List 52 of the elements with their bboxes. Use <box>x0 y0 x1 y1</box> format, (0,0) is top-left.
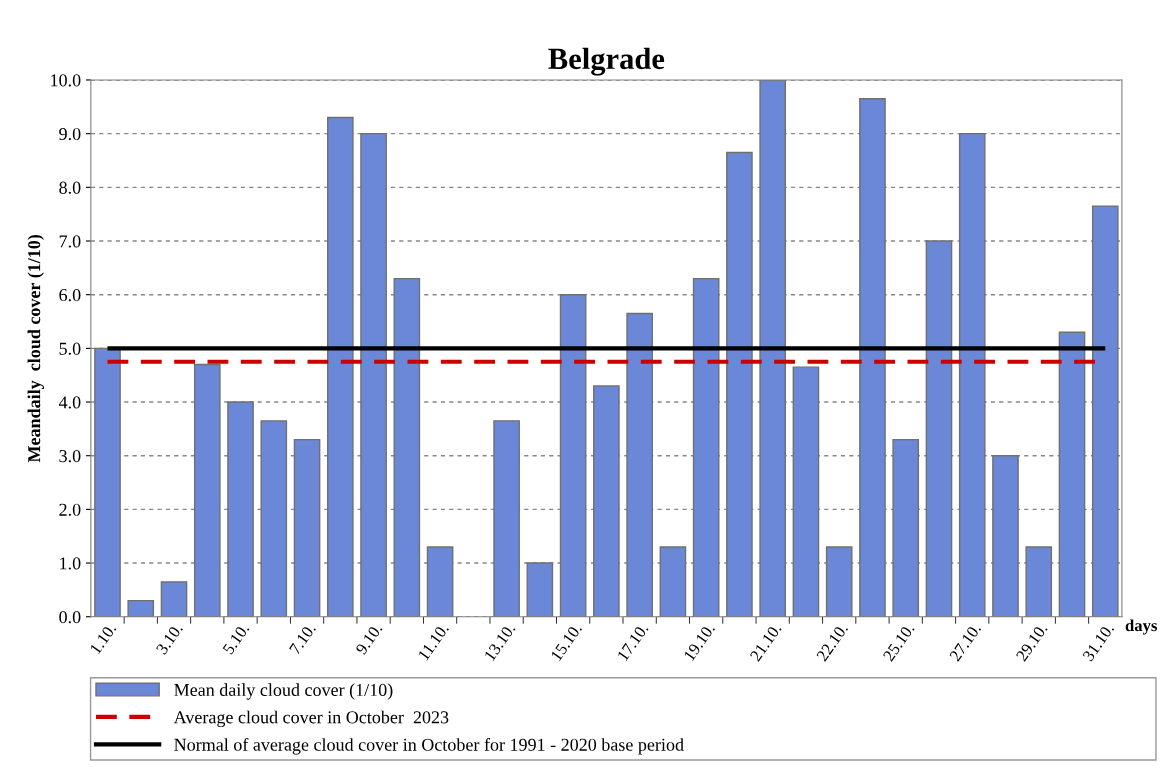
x-tick-label: 7.10. <box>288 622 317 655</box>
bar <box>326 116 354 617</box>
bar <box>393 277 421 617</box>
y-tick-label: 10.0 <box>51 74 81 87</box>
bar <box>726 151 753 617</box>
x-tick-label: 9.10. <box>355 622 383 656</box>
bar <box>759 79 787 617</box>
bar <box>293 438 321 617</box>
y-tick-label: 4.0 <box>58 396 81 409</box>
bar <box>626 312 653 617</box>
legend-label: Normal of average cloud cover in October for 1991 - 2020 base period <box>174 737 684 755</box>
bar <box>227 401 254 617</box>
bar <box>1091 205 1119 617</box>
bar <box>1058 331 1086 617</box>
x-axis-title: days <box>1125 619 1157 635</box>
y-tick-label: 9.0 <box>59 127 81 141</box>
bar <box>160 581 188 617</box>
chart-title: Belgrade <box>548 47 665 76</box>
bar <box>526 562 554 617</box>
bar <box>958 132 986 617</box>
bar <box>892 438 920 617</box>
bar <box>94 347 121 617</box>
y-tick-label: 0.0 <box>59 611 81 624</box>
legend-label: Average cloud cover in October 2023 <box>173 710 449 728</box>
bar <box>593 385 620 617</box>
y-axis-title: Meandaily cloud cover (1/10) <box>27 234 44 463</box>
bar <box>426 546 454 617</box>
bar <box>1025 546 1053 617</box>
y-tick-label: 1.0 <box>60 557 81 570</box>
bar <box>792 366 820 617</box>
bar <box>127 599 155 617</box>
bar <box>925 240 953 617</box>
x-tick-label: 1.10. <box>89 622 117 655</box>
legend-label: Mean daily cloud cover (1/10) <box>174 683 393 700</box>
bar <box>859 98 886 617</box>
bar <box>193 363 221 617</box>
y-tick-label: 8.0 <box>59 181 81 194</box>
bar <box>692 277 720 617</box>
x-tick-label: 3.10. <box>155 622 184 656</box>
bar <box>360 132 387 617</box>
bar <box>825 546 853 617</box>
y-tick-label: 5.0 <box>59 342 81 355</box>
y-tick-label: 6.0 <box>59 288 81 302</box>
bar <box>260 420 288 617</box>
bar <box>559 293 587 617</box>
y-tick-label: 7.0 <box>59 235 81 248</box>
y-tick-label: 3.0 <box>59 449 81 463</box>
x-tick-label: 5.10. <box>222 622 250 655</box>
bar <box>493 420 520 617</box>
bar <box>659 546 687 617</box>
bar <box>992 455 1019 617</box>
y-tick-label: 2.0 <box>59 503 81 516</box>
